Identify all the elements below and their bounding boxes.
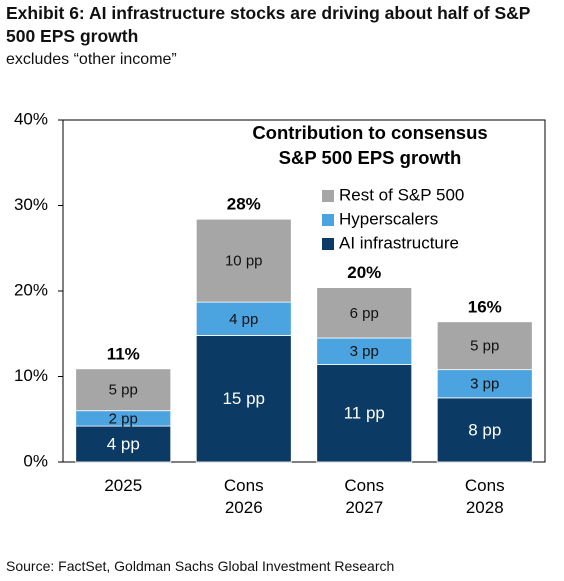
bar-segment <box>436 321 533 371</box>
total-label: 16% <box>468 297 502 316</box>
x-tick-label: Cons 2026 <box>223 476 264 517</box>
bar-segment <box>75 368 172 412</box>
value-label: 2 pp <box>109 410 138 427</box>
bar-segment <box>316 337 413 365</box>
value-label: 15 pp <box>222 389 265 408</box>
bar-segment <box>195 301 292 336</box>
bar-segment <box>75 425 172 463</box>
bar-segment <box>316 364 413 463</box>
value-label: 3 pp <box>350 343 379 360</box>
value-label: 3 pp <box>470 376 499 393</box>
value-label: 10 pp <box>225 253 263 270</box>
legend-label: Hyperscalers <box>339 209 438 228</box>
bar-segment <box>316 287 413 339</box>
y-tick-label: 10% <box>14 366 48 385</box>
x-tick-label: 2025 <box>104 476 143 495</box>
value-label: 6 pp <box>350 305 379 322</box>
legend-label: Rest of S&P 500 <box>339 185 464 204</box>
x-tick-label: Cons 2028 <box>464 476 505 517</box>
y-tick-label: 0% <box>23 451 48 470</box>
value-label: 5 pp <box>109 382 138 399</box>
legend-swatch <box>322 238 334 250</box>
value-label: 5 pp <box>470 338 499 355</box>
source: Source: FactSet, Goldman Sachs Global In… <box>6 558 395 574</box>
legend-title: S&P 500 EPS growth <box>279 147 462 168</box>
total-label: 20% <box>347 263 381 282</box>
y-tick-label: 20% <box>14 280 48 299</box>
legend-label: AI infrastructure <box>339 233 459 252</box>
legend-swatch <box>322 190 334 202</box>
value-label: 4 pp <box>229 311 258 328</box>
title: Exhibit 6: AI infrastructure stocks are … <box>6 3 531 46</box>
bar-segment <box>436 397 533 463</box>
bar-segment <box>195 335 292 463</box>
value-label: 11 pp <box>344 404 385 423</box>
bar-segment <box>436 369 533 399</box>
value-label: 4 pp <box>107 435 140 454</box>
y-tick-label: 40% <box>14 109 48 128</box>
legend-title: Contribution to consensus <box>252 122 487 143</box>
bar-segment <box>195 218 292 303</box>
total-label: 11% <box>107 344 140 363</box>
subtitle: excludes “other income” <box>6 51 177 68</box>
legend-swatch <box>322 214 334 226</box>
total-label: 28% <box>227 195 261 214</box>
x-tick-label: Cons 2027 <box>344 476 385 517</box>
value-label: 8 pp <box>468 420 501 439</box>
y-tick-label: 30% <box>14 195 48 214</box>
